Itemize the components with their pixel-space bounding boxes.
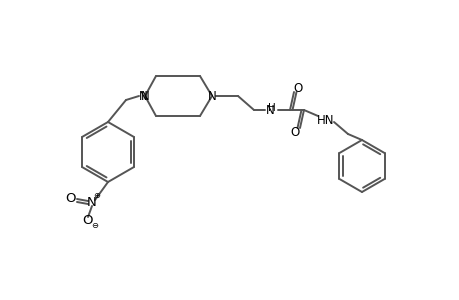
Text: O: O <box>83 214 93 226</box>
Text: O: O <box>66 193 76 206</box>
Text: N: N <box>265 103 274 116</box>
Text: N: N <box>87 196 97 208</box>
Text: N: N <box>138 89 147 103</box>
Text: ⊕: ⊕ <box>93 191 100 200</box>
Text: ⊖: ⊖ <box>91 221 98 230</box>
Text: O: O <box>290 125 299 139</box>
Text: H: H <box>268 103 275 113</box>
Text: HN: HN <box>317 113 334 127</box>
Text: N: N <box>207 89 216 103</box>
Text: N: N <box>140 89 149 103</box>
Text: O: O <box>293 82 302 94</box>
